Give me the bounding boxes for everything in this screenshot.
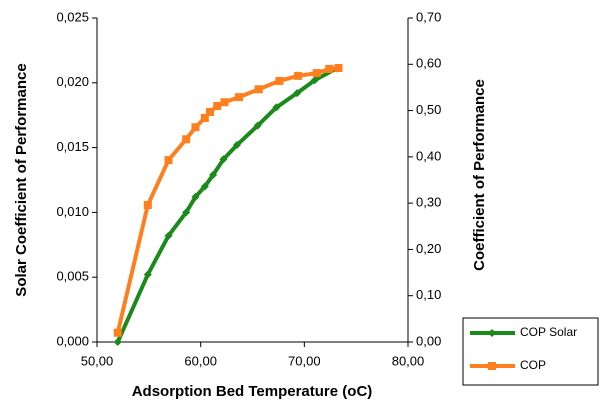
series-line bbox=[115, 66, 338, 343]
y2-tick-label: 0,10 bbox=[416, 287, 441, 302]
data-point bbox=[334, 63, 343, 72]
data-point bbox=[113, 338, 122, 346]
y2-tick-label: 0,20 bbox=[416, 241, 441, 256]
y2-tick-label: 0,40 bbox=[416, 148, 441, 163]
y-tick-label: 0,005 bbox=[56, 269, 89, 284]
y-tick-label: 0,010 bbox=[56, 204, 89, 219]
data-point bbox=[209, 170, 218, 179]
legend-box bbox=[462, 317, 599, 386]
x-tick-label: 60,00 bbox=[184, 353, 217, 368]
y-tick-label: 0,015 bbox=[56, 139, 89, 154]
y-tick-label: 0,020 bbox=[56, 74, 89, 89]
y2-tick-label: 0,50 bbox=[416, 102, 441, 117]
x-axis-label: Adsorption Bed Temperature (oC) bbox=[132, 383, 373, 400]
legend-marker bbox=[488, 329, 496, 337]
y2-tick-label: 0,60 bbox=[416, 56, 441, 71]
data-point bbox=[182, 208, 191, 217]
data-point bbox=[253, 121, 262, 130]
data-point bbox=[219, 155, 228, 164]
data-point bbox=[232, 141, 241, 150]
y2-tick-label: 0,30 bbox=[416, 195, 441, 210]
series-line bbox=[115, 65, 339, 334]
data-point bbox=[275, 76, 284, 85]
data-point bbox=[235, 93, 244, 102]
data-point bbox=[200, 113, 209, 122]
data-point bbox=[143, 270, 152, 279]
data-point bbox=[182, 135, 191, 144]
data-point bbox=[294, 71, 303, 80]
x-tick-label: 50,00 bbox=[81, 353, 114, 368]
data-point bbox=[164, 156, 173, 165]
data-point bbox=[325, 64, 334, 73]
data-point bbox=[205, 107, 214, 116]
data-point bbox=[200, 182, 209, 191]
data-point bbox=[220, 98, 229, 107]
data-point bbox=[191, 123, 200, 132]
data-point bbox=[310, 76, 319, 85]
y2-axis-label: Coefficient of Performance bbox=[471, 79, 488, 271]
data-point bbox=[213, 101, 222, 110]
x-tick-label: 70,00 bbox=[288, 353, 321, 368]
x-tick-label: 80,00 bbox=[392, 353, 425, 368]
data-point bbox=[143, 200, 152, 209]
y-tick-label: 0,000 bbox=[56, 333, 89, 348]
y-tick-label: 0,025 bbox=[56, 9, 89, 24]
y2-tick-label: 0,00 bbox=[416, 333, 441, 348]
data-point bbox=[113, 328, 122, 337]
legend-label: COP Solar bbox=[520, 325, 577, 339]
data-point bbox=[312, 69, 321, 78]
legend-label: COP bbox=[520, 358, 546, 372]
data-point bbox=[254, 85, 263, 94]
legend-marker bbox=[488, 362, 496, 370]
data-point bbox=[164, 231, 173, 240]
y-axis-label: Solar Coefficient of Performance bbox=[13, 63, 30, 296]
y2-tick-label: 0,70 bbox=[416, 9, 441, 24]
data-point bbox=[293, 89, 302, 98]
data-point bbox=[191, 192, 200, 201]
data-point bbox=[272, 103, 281, 112]
